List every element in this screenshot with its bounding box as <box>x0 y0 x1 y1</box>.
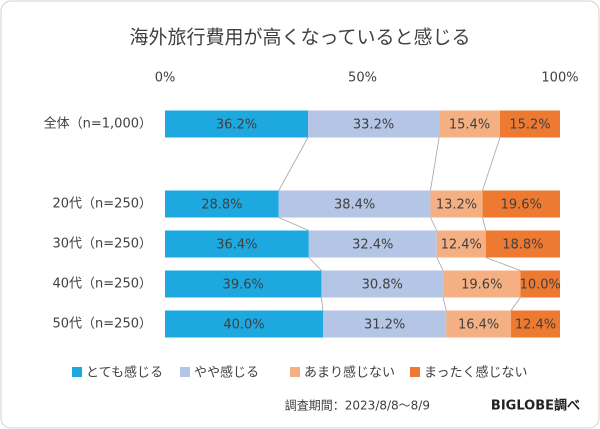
connector <box>442 297 447 311</box>
legend-swatch <box>410 367 420 377</box>
legend-label: やや感じる <box>194 365 259 381</box>
value-label: 33.2% <box>353 118 394 133</box>
chart-title: 海外旅行費用が高くなっていると感じる <box>129 27 470 49</box>
bar-segment <box>165 190 279 218</box>
bar-segment <box>165 270 322 298</box>
bar-segment <box>165 110 308 138</box>
bar-segment <box>436 230 486 258</box>
value-label: 36.4% <box>216 238 257 253</box>
legend-swatch <box>72 367 82 377</box>
connector <box>482 137 501 191</box>
value-label: 30.8% <box>362 278 403 293</box>
value-label: 18.8% <box>502 238 543 253</box>
x-tick-label: 50% <box>348 71 377 86</box>
value-label: 40.0% <box>223 318 264 333</box>
legend-label: とても感じる <box>86 365 163 381</box>
source: BIGLOBE調べ <box>491 398 580 414</box>
y-tick-label: 30代（n=250） <box>53 237 153 252</box>
connector <box>308 257 322 271</box>
legend-swatch <box>290 367 300 377</box>
value-label: 28.8% <box>201 198 242 213</box>
value-label: 36.2% <box>216 118 257 133</box>
connector <box>430 137 440 191</box>
y-tick-label: 20代（n=250） <box>53 197 153 212</box>
legend-label: まったく感じない <box>424 365 527 381</box>
value-label: 16.4% <box>458 318 499 333</box>
value-label: 19.6% <box>501 198 542 213</box>
bar-segment <box>278 190 431 218</box>
bar-segment <box>165 310 323 338</box>
legend-label: あまり感じない <box>304 365 395 381</box>
bar-segment <box>430 190 483 218</box>
bar-segment <box>520 270 560 298</box>
value-label: 19.6% <box>461 278 502 293</box>
note: 調査期間：2023/8/8～8/9 <box>285 399 430 413</box>
connector <box>430 217 438 231</box>
connector <box>436 257 444 271</box>
connector <box>510 297 521 311</box>
bar-segment <box>323 310 447 338</box>
bar-segment <box>485 230 560 258</box>
x-tick-label: 100% <box>541 71 578 86</box>
value-label: 10.0% <box>520 278 561 293</box>
bar-segment <box>321 270 444 298</box>
bar-segment <box>511 310 560 338</box>
connector <box>278 137 309 191</box>
value-label: 31.2% <box>364 318 405 333</box>
bar-segment <box>482 190 560 218</box>
value-label: 15.2% <box>509 118 550 133</box>
bar-segment <box>308 230 437 258</box>
value-label: 12.4% <box>441 238 482 253</box>
y-tick-label: 40代（n=250） <box>53 277 153 292</box>
connector <box>278 217 309 231</box>
value-label: 13.2% <box>436 198 477 213</box>
value-label: 38.4% <box>334 198 375 213</box>
bar-segment <box>443 270 521 298</box>
bar-segment <box>499 110 560 138</box>
legend-swatch <box>180 367 190 377</box>
bar-segment <box>439 110 500 138</box>
value-label: 15.4% <box>449 118 490 133</box>
bar-segment <box>307 110 440 138</box>
connector <box>485 257 521 271</box>
value-label: 32.4% <box>352 238 393 253</box>
connector <box>321 297 324 311</box>
value-label: 12.4% <box>515 318 556 333</box>
y-tick-label: 全体（n=1,000） <box>44 116 152 132</box>
y-tick-label: 50代（n=250） <box>53 317 153 332</box>
x-tick-label: 0% <box>155 71 176 86</box>
bar-segment <box>446 310 512 338</box>
bar-segment <box>165 230 309 258</box>
connector <box>482 217 487 231</box>
value-label: 39.6% <box>223 278 264 293</box>
